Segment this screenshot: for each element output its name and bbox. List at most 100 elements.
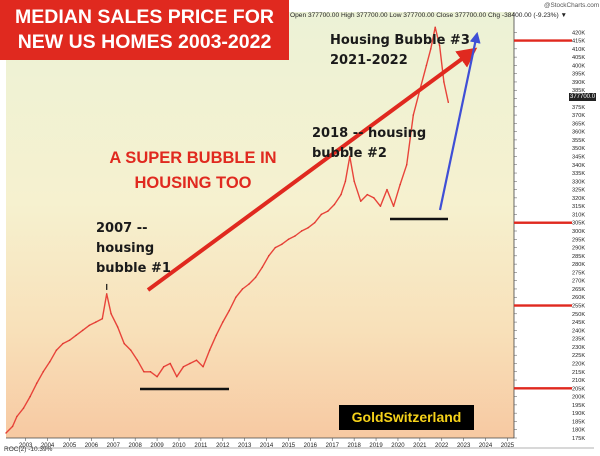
series-line — [5, 26, 449, 434]
y-tick-label: 175K — [572, 436, 585, 442]
chart-title-banner: MEDIAN SALES PRICE FOR NEW US HOMES 2003… — [0, 0, 289, 60]
y-tick-label: 410K — [572, 47, 585, 53]
annotation-bubble-2-line-2: bubble #2 — [312, 146, 387, 161]
x-tick-label: 2024 — [479, 443, 493, 449]
data-point — [412, 114, 414, 116]
data-point — [182, 366, 185, 368]
y-tick-label: 260K — [572, 295, 585, 301]
data-point — [254, 276, 257, 279]
y-tick-label: 415K — [572, 39, 585, 45]
y-tick-label: 390K — [572, 80, 585, 86]
data-point — [75, 334, 77, 337]
y-tick-label: 315K — [572, 204, 585, 210]
data-point — [281, 243, 283, 245]
data-point — [406, 164, 408, 166]
x-tick-label: 2023 — [457, 443, 471, 449]
x-tick-label: 2010 — [172, 443, 186, 449]
data-point — [386, 188, 388, 191]
x-tick-label: 2006 — [85, 443, 99, 449]
data-point — [95, 321, 97, 323]
data-point — [430, 48, 432, 50]
y-tick-label: 405K — [572, 55, 585, 61]
y-tick-label: 355K — [572, 138, 585, 144]
y-tick-label: 360K — [572, 130, 585, 136]
data-point — [274, 246, 277, 249]
data-point — [300, 230, 303, 232]
data-point — [189, 362, 191, 365]
y-tick-label: 375K — [572, 105, 585, 111]
data-point — [349, 155, 351, 158]
data-point — [228, 309, 231, 312]
y-tick-label: 300K — [572, 229, 585, 235]
last-value-tag: 377700.0 — [569, 93, 597, 101]
x-tick-label: 2013 — [238, 443, 252, 449]
y-tick-label: 180K — [572, 428, 585, 434]
x-tick-label: 2004 — [41, 443, 55, 449]
annotation-bubble-1-line-2: housing — [96, 241, 155, 256]
data-point — [320, 213, 323, 216]
x-tick-label: 2022 — [435, 443, 449, 449]
data-point — [143, 371, 145, 373]
data-point — [176, 376, 178, 378]
data-point — [35, 382, 38, 385]
headline: A SUPER BUBBLE IN HOUSING TOO — [78, 146, 308, 196]
data-point — [379, 205, 382, 207]
x-tick-label: 2017 — [326, 443, 340, 449]
data-point — [438, 44, 441, 47]
data-point — [327, 210, 329, 212]
data-point — [68, 339, 71, 341]
price-summary: Open 377700.00 High 377700.00 Low 377700… — [290, 12, 568, 19]
x-tick-label: 2012 — [216, 443, 230, 449]
axis-marker-1 — [514, 39, 572, 42]
x-tick-label: 2020 — [391, 443, 405, 449]
x-tick-label: 2021 — [413, 443, 427, 449]
x-tick-label: 2009 — [150, 443, 164, 449]
y-tick-label: 370K — [572, 113, 585, 119]
data-point — [106, 293, 108, 295]
data-point — [88, 324, 90, 327]
data-point — [136, 359, 139, 361]
data-point — [235, 296, 237, 298]
data-point — [294, 235, 296, 237]
x-tick-label: 2005 — [63, 443, 77, 449]
x-tick-label: 2007 — [107, 443, 121, 449]
y-tick-label: 225K — [572, 353, 585, 359]
annotation-bubble-3-line-1: Housing Bubble #3 — [330, 33, 470, 48]
data-point — [353, 180, 355, 183]
y-tick-label: 385K — [572, 88, 585, 94]
data-point — [16, 415, 18, 418]
y-tick-label: 280K — [572, 262, 585, 268]
y-tick-label: 320K — [572, 196, 585, 202]
data-point — [149, 371, 152, 373]
x-tick-label: 2014 — [260, 443, 274, 449]
data-point — [366, 193, 368, 196]
data-point — [307, 226, 309, 229]
x-tick-label: 2003 — [19, 443, 33, 449]
y-tick-label: 255K — [572, 304, 585, 310]
x-tick-label: 2015 — [282, 443, 296, 449]
x-tick-label: 2011 — [194, 443, 208, 449]
data-point — [208, 349, 211, 351]
data-point — [215, 334, 217, 337]
data-point — [248, 283, 250, 285]
y-tick-label: 335K — [572, 171, 585, 177]
data-point — [360, 200, 362, 202]
y-tick-label: 285K — [572, 254, 585, 260]
y-tick-label: 245K — [572, 320, 585, 326]
y-tick-label: 365K — [572, 121, 585, 127]
data-point — [261, 266, 263, 269]
y-tick-label: 195K — [572, 403, 585, 409]
trend-arrow-blue — [438, 31, 481, 211]
data-point — [425, 64, 428, 67]
data-point — [116, 326, 119, 328]
x-tick-label: 2008 — [129, 443, 143, 449]
data-point — [62, 342, 64, 345]
y-tick-label: 340K — [572, 163, 585, 169]
y-tick-label: 310K — [572, 212, 585, 218]
y-tick-label: 220K — [572, 361, 585, 367]
x-tick-label: 2018 — [347, 443, 361, 449]
annotation-bubble-1: 2007 -- housing bubble #1 — [96, 219, 171, 279]
y-tick-label: 275K — [572, 270, 585, 276]
